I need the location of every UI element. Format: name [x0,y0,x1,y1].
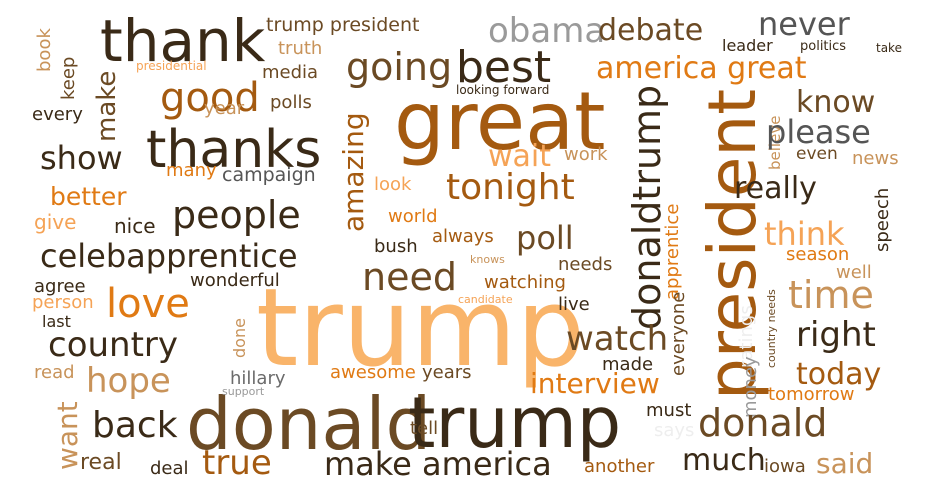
word-donald-2: donald [698,401,828,445]
word-good: good [160,75,260,121]
word-debate: debate [598,13,704,48]
word-many: many [166,160,217,181]
word-tomorrow: tomorrow [768,384,855,405]
word-time: time [788,273,874,317]
word-year: year [204,98,245,119]
word-watching: watching [484,272,566,293]
word-look: look [374,174,412,195]
word-trump-big: trump [256,266,585,391]
word-bush: bush [374,236,418,257]
word-country: country [48,325,179,365]
word-much: much [682,443,766,478]
word-campaign: campaign [222,164,316,186]
word-give: give [34,210,77,234]
word-wonderful: wonderful [190,270,280,291]
word-looking-forward: looking forward [456,83,550,97]
word-another: another [584,456,655,477]
word-always: always [432,226,494,247]
word-everyone: everyone [668,291,689,376]
word-work: work [564,144,608,165]
word-polls: polls [270,92,312,113]
word-obama: obama [488,11,606,51]
word-agree: agree [34,276,86,297]
word-country-needs: country needs [765,289,778,368]
word-never: never [758,5,850,43]
word-please: please [766,113,871,151]
word-season: season [786,244,850,265]
word-really: really [734,171,817,206]
word-speech: speech [872,187,893,252]
word-media: media [262,62,319,83]
word-book: book [34,28,55,72]
word-hillary: hillary [230,368,286,389]
word-hope: hope [86,361,171,401]
word-deal: deal [150,458,189,479]
word-last: last [42,312,71,331]
word-true: true [202,443,272,483]
word-going: going [346,45,453,89]
word-need: need [362,255,457,299]
word-candidate: candidate [458,293,513,306]
word-iowa: iowa [764,456,806,477]
word-trump-2: trump [408,382,622,464]
word-take: take [876,41,902,55]
word-tonight: tonight [446,167,575,208]
word-interview: interview [530,367,660,400]
word-donaldtrump: donaldtrump [625,84,669,330]
word-make-america: make america [324,445,552,483]
word-people: people [172,193,301,237]
word-thank: thank [100,7,266,75]
word-well: well [836,262,872,283]
word-donald: donald [186,382,432,466]
word-america-great: america great [596,51,807,86]
word-show: show [40,139,123,177]
word-keep: keep [58,56,79,100]
word-best: best [456,42,552,93]
word-make: make [92,70,122,142]
word-world: world [388,206,438,227]
word-amazing: amazing [337,112,370,232]
word-person: person [32,292,94,313]
word-great: great [394,75,606,168]
word-poll: poll [516,219,574,257]
word-want: want [51,401,84,470]
word-politics: politics [800,39,847,54]
word-thanks: thanks [146,120,322,180]
word-real: real [80,450,122,475]
word-every: every [32,104,83,125]
word-live: live [558,294,590,315]
word-love: love [106,281,190,327]
word-awesome: awesome [330,362,416,383]
word-tell: tell [410,418,439,439]
word-must: must [646,400,692,421]
word-today: today [796,357,882,392]
word-think: think [764,215,845,253]
word-trump-president: trump president [266,14,420,36]
word-even: even [796,144,838,164]
word-nice: nice [114,214,156,238]
word-back: back [92,405,178,446]
word-celebapprentice: celebapprentice [40,237,298,275]
word-needs: needs [558,254,613,275]
word-read: read [34,362,75,383]
word-apprentice: apprentice [662,203,683,300]
word-leader: leader [722,36,773,55]
word-better: better [50,182,127,211]
word-truth: truth [278,38,323,59]
word-knows: knows [470,253,505,266]
word-years: years [422,362,472,383]
word-right: right [796,315,876,355]
word-know: know [796,85,876,120]
word-wait: wait [488,139,552,174]
word-watch: watch [566,319,669,359]
word-done: done [230,318,249,358]
word-news: news [852,148,899,169]
word-made: made [602,354,654,375]
word-says: says [654,420,695,441]
word-said: said [816,447,874,480]
word-presidential: presidential [136,59,207,73]
word-support: support [222,385,265,398]
